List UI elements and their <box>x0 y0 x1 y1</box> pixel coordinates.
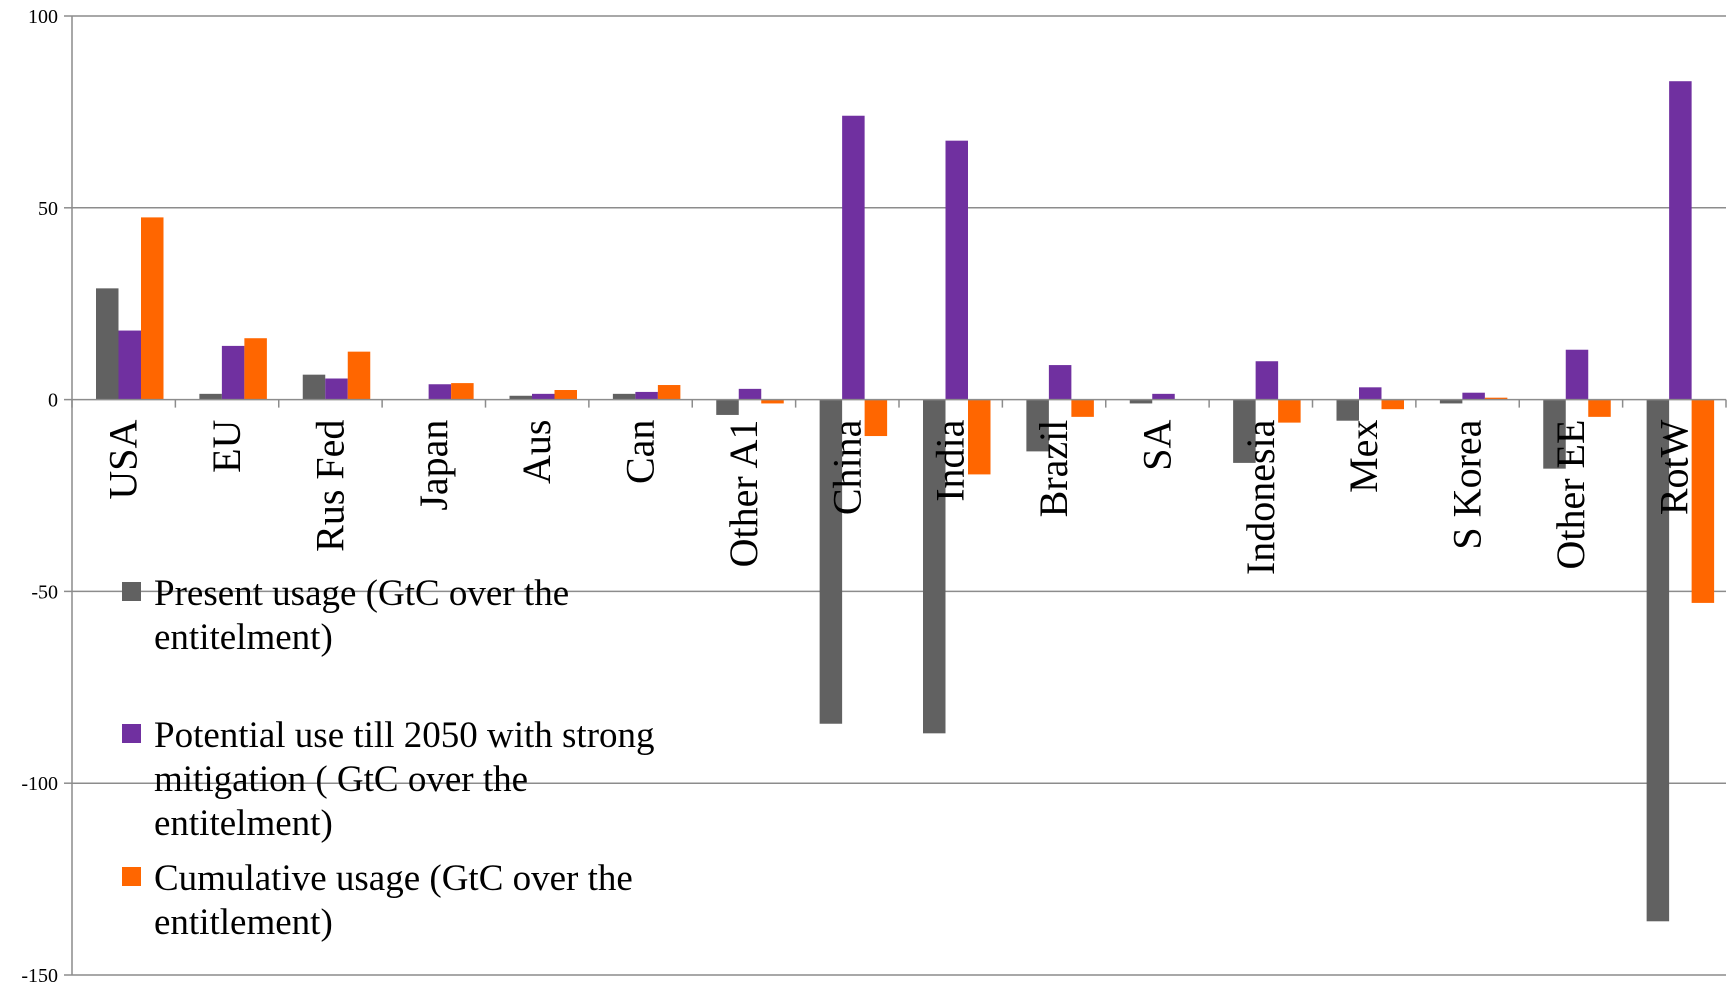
bar-3 <box>141 217 164 400</box>
bar-3 <box>244 338 267 400</box>
bar-3 <box>657 385 681 400</box>
bar-3 <box>968 399 991 475</box>
category-label: S Korea <box>1445 419 1490 549</box>
bar-2 <box>842 115 865 400</box>
bar-3 <box>451 383 474 400</box>
category-label: China <box>824 419 869 515</box>
bar-1 <box>1646 399 1670 922</box>
legend-label: Potential use till 2050 with strong <box>154 715 655 756</box>
category-label: Japan <box>411 420 456 511</box>
y-tick-label: 100 <box>28 6 58 28</box>
legend-label: Cumulative usage (GtC over the <box>154 858 633 899</box>
bar-3 <box>864 399 888 437</box>
bar-1 <box>819 399 843 724</box>
category-label: Can <box>618 420 663 484</box>
bar-3 <box>761 399 784 404</box>
bar-3 <box>1278 399 1301 423</box>
category-label: RotW <box>1651 419 1696 515</box>
category-label: Other EE <box>1548 420 1593 570</box>
bar-2 <box>635 391 658 400</box>
bar-2 <box>1462 392 1485 400</box>
bar-1 <box>923 399 946 734</box>
bar-1 <box>96 288 119 400</box>
bar-2 <box>221 345 245 400</box>
category-label: Indonesia <box>1238 419 1283 575</box>
bar-1 <box>509 395 532 400</box>
y-tick-label: -50 <box>31 581 58 603</box>
category-label: Other A1 <box>721 420 766 568</box>
bar-1 <box>612 393 636 400</box>
bar-1 <box>1336 399 1359 421</box>
bar-2 <box>325 378 348 400</box>
bar-2 <box>1048 365 1072 400</box>
bar-3 <box>347 351 371 400</box>
category-label: India <box>928 419 973 501</box>
bar-1 <box>302 374 326 400</box>
bar-1 <box>1129 399 1153 404</box>
y-tick-label: -100 <box>21 773 58 795</box>
y-tick-label: -150 <box>21 965 58 983</box>
legend-swatch <box>122 724 141 743</box>
bar-1 <box>1439 399 1463 404</box>
bar-2 <box>532 393 555 400</box>
bar-2 <box>945 140 968 400</box>
y-tick-label: 50 <box>38 198 58 220</box>
bar-2 <box>1255 361 1279 400</box>
bar-2 <box>1565 349 1589 400</box>
bar-3 <box>1588 399 1611 417</box>
bar-1 <box>716 399 739 415</box>
legend-swatch <box>122 867 141 886</box>
legend-swatch <box>122 582 141 601</box>
bar-1 <box>1233 399 1256 463</box>
legend-label: Present usage (GtC over the <box>154 573 569 614</box>
legend-label: entitelment) <box>154 617 333 658</box>
bar-2 <box>118 330 141 400</box>
bar-3 <box>1071 399 1094 417</box>
legend-label: entitlement) <box>154 902 333 943</box>
category-label: USA <box>101 419 146 499</box>
bar-1 <box>1026 399 1049 452</box>
bar-3 <box>1484 397 1508 400</box>
category-label: Mex <box>1341 420 1386 493</box>
bar-3 <box>554 390 577 400</box>
category-label: Rus Fed <box>307 420 352 552</box>
y-tick-label: 0 <box>48 390 58 412</box>
bar-3 <box>1381 399 1404 410</box>
legend-label: entitelment) <box>154 803 333 844</box>
legend-label: mitigation ( GtC over the <box>154 759 528 800</box>
category-label: EU <box>204 419 249 472</box>
bar-2 <box>1669 81 1692 400</box>
category-label: SA <box>1134 419 1179 470</box>
category-label: Aus <box>514 420 559 484</box>
bar-3 <box>1691 399 1715 603</box>
bar-2 <box>428 384 452 400</box>
bar-1 <box>199 393 222 400</box>
bar-2 <box>1359 387 1382 400</box>
bar-2 <box>1152 393 1175 400</box>
bar-2 <box>738 388 762 400</box>
bar-1 <box>1543 399 1566 469</box>
category-label: Brazil <box>1031 420 1076 518</box>
